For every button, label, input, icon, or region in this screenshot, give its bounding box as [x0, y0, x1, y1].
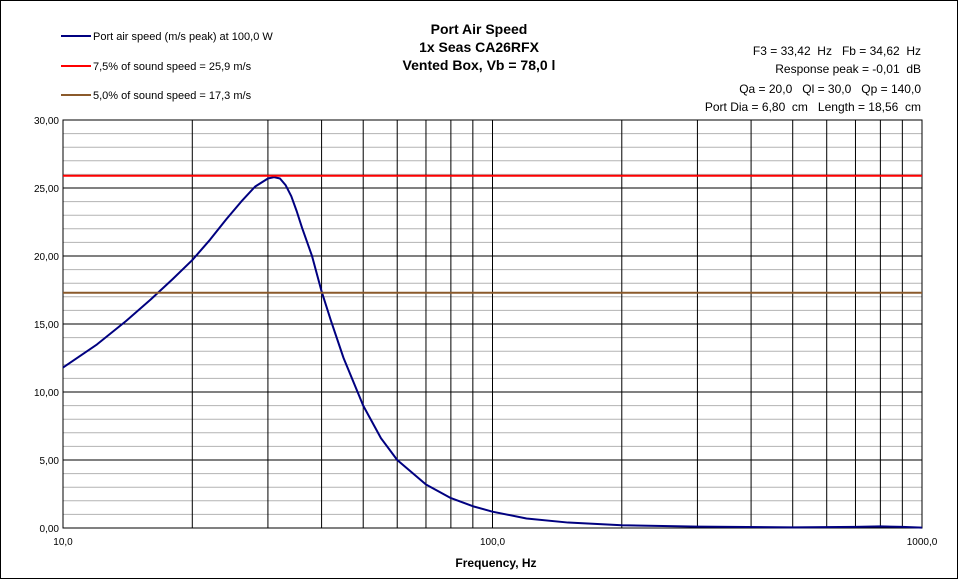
series-layer: [62, 174, 923, 529]
title-line-1: Port Air Speed: [431, 21, 528, 37]
y-tick-label: 15,00: [34, 320, 59, 331]
y-tick-label: 20,00: [34, 252, 59, 263]
legend-label-5-percent: 5,0% of sound speed = 17,3 m/s: [93, 90, 252, 102]
legend-label-port-air-speed: Port air speed (m/s peak) at 100,0 W: [93, 31, 273, 43]
info-line-response-peak: Response peak = -0,01 dB: [775, 62, 921, 76]
info-line-f3-fb: F3 = 33,42 Hz Fb = 34,62 Hz: [753, 44, 921, 58]
x-tick-label: 10,0: [53, 537, 73, 548]
plot-area: [62, 119, 923, 529]
y-tick-label: 25,00: [34, 184, 59, 195]
y-tick-label: 5,00: [40, 456, 60, 467]
y-tick-label: 0,00: [40, 524, 60, 535]
x-tick-label: 1000,0: [907, 537, 938, 548]
title-line-3: Vented Box, Vb = 78,0 l: [403, 57, 556, 73]
info-line-port-dimensions: Port Dia = 6,80 cm Length = 18,56 cm: [705, 100, 921, 114]
x-axis-tick-labels: 10,0 100,0 1000,0: [53, 537, 937, 548]
y-axis-tick-labels: 0,00 5,00 10,00 15,00 20,00 25,00 30,00: [34, 116, 59, 535]
x-tick-label: 100,0: [480, 537, 505, 548]
parameter-info: F3 = 33,42 Hz Fb = 34,62 Hz Response pea…: [705, 44, 921, 114]
y-tick-label: 30,00: [34, 116, 59, 127]
y-tick-label: 10,00: [34, 388, 59, 399]
x-axis-label: Frequency, Hz: [455, 556, 536, 570]
legend-label-7-5-percent: 7,5% of sound speed = 25,9 m/s: [93, 61, 252, 73]
series-line-port-air-speed: [62, 176, 923, 529]
title-line-2: 1x Seas CA26RFX: [419, 39, 540, 55]
legend: Port air speed (m/s peak) at 100,0 W 7,5…: [61, 31, 273, 102]
chart-title: Port Air Speed 1x Seas CA26RFX Vented Bo…: [403, 21, 556, 73]
plot-border: [62, 119, 923, 529]
info-line-q-factors: Qa = 20,0 Ql = 30,0 Qp = 140,0: [739, 82, 921, 96]
